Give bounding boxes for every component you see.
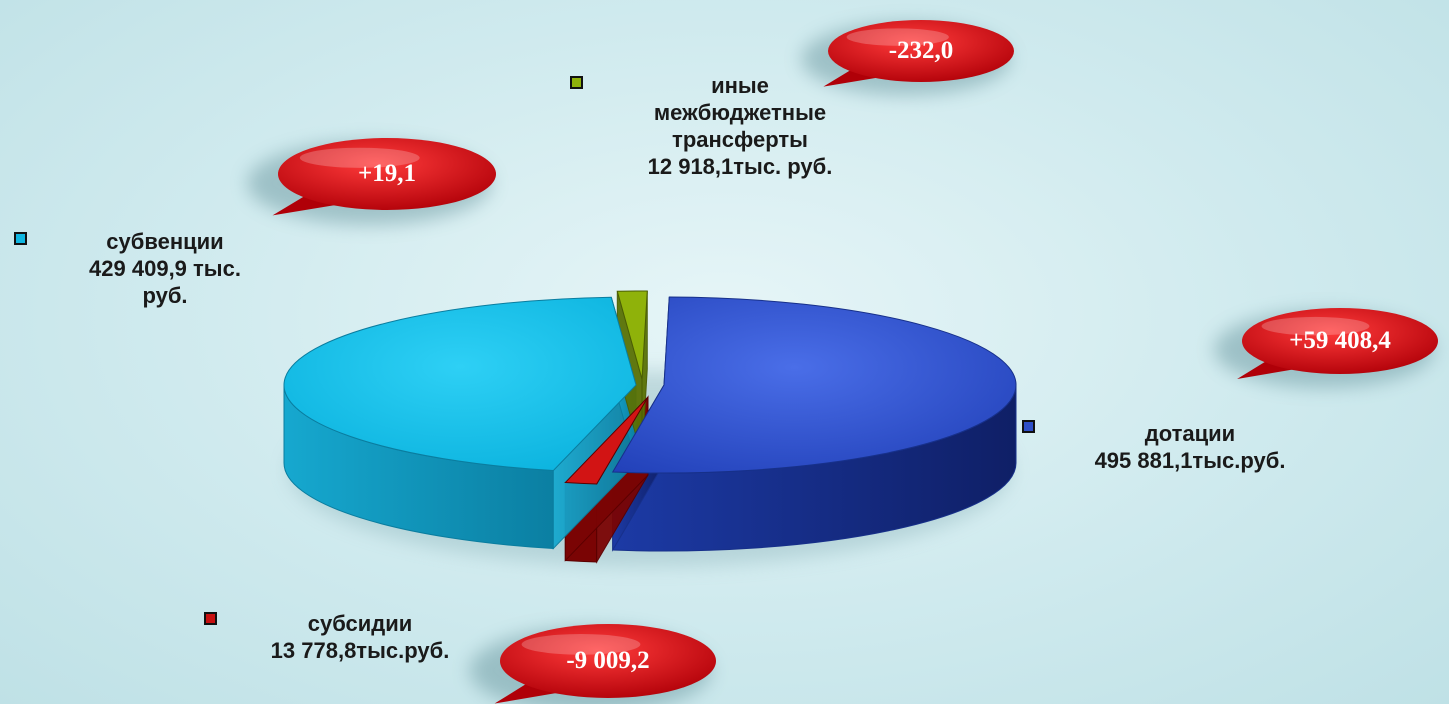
bubble-body — [278, 138, 496, 210]
change-bubble-dotacii: +59 408,4 — [1214, 306, 1440, 388]
bubble-shape-subvencii — [247, 138, 496, 225]
label-subvencii-line2: 429 409,9 тыс. — [89, 256, 241, 281]
change-bubble-subvencii: +19,1 — [247, 136, 498, 225]
bubble-text-dotacii: +59 408,4 — [1289, 327, 1391, 354]
legend-marker-inye — [570, 76, 583, 89]
label-dotacii: дотации 495 881,1тыс.руб. — [1040, 420, 1340, 474]
legend-marker-subvencii — [14, 232, 27, 245]
label-subvencii-line3: руб. — [142, 283, 188, 308]
label-inye: иные межбюджетные трансферты 12 918,1тыс… — [590, 72, 890, 180]
label-inye-value: 12 918,1тыс. руб. — [647, 154, 833, 179]
bubble-highlight — [1261, 316, 1370, 336]
bubble-highlight — [846, 28, 949, 46]
label-subsidii: субсидии 13 778,8тыс.руб. — [220, 610, 500, 664]
bubble-body — [500, 624, 716, 698]
change-bubble-inye: -232,0 — [801, 18, 1016, 96]
bubble-highlight — [521, 633, 641, 655]
change-bubble-subsidii: -9 009,2 — [469, 622, 718, 704]
label-inye-line2: межбюджетные — [653, 100, 827, 125]
slice-subsidii — [564, 396, 649, 485]
label-subvencii: субвенции 429 409,9 тыс. руб. — [40, 228, 290, 309]
label-subvencii-line1: субвенции — [106, 229, 224, 254]
bubble-text-inye: -232,0 — [888, 37, 954, 64]
slice-inye — [616, 290, 648, 380]
bubble-text-subsidii: -9 009,2 — [566, 647, 650, 674]
label-inye-line3: трансферты — [672, 127, 808, 152]
bubble-highlight — [299, 147, 420, 168]
label-dotacii-value: 495 881,1тыс.руб. — [1094, 448, 1286, 473]
bubble-body — [828, 20, 1014, 82]
bubble-body — [1242, 308, 1438, 374]
bubble-shape-subsidii — [469, 624, 716, 704]
bubble-shape-inye — [801, 20, 1014, 96]
slice-dotacii — [611, 296, 1017, 474]
legend-marker-subsidii — [204, 612, 217, 625]
label-subsidii-value: 13 778,8тыс.руб. — [270, 638, 450, 663]
slice-subvencii — [283, 296, 637, 472]
label-inye-line1: иные — [711, 73, 769, 98]
bubble-shape-dotacii — [1214, 308, 1438, 388]
bubble-text-subvencii: +19,1 — [358, 160, 416, 187]
legend-marker-dotacii — [1022, 420, 1035, 433]
label-dotacii-line1: дотации — [1144, 421, 1236, 446]
label-subsidii-line1: субсидии — [307, 611, 413, 636]
